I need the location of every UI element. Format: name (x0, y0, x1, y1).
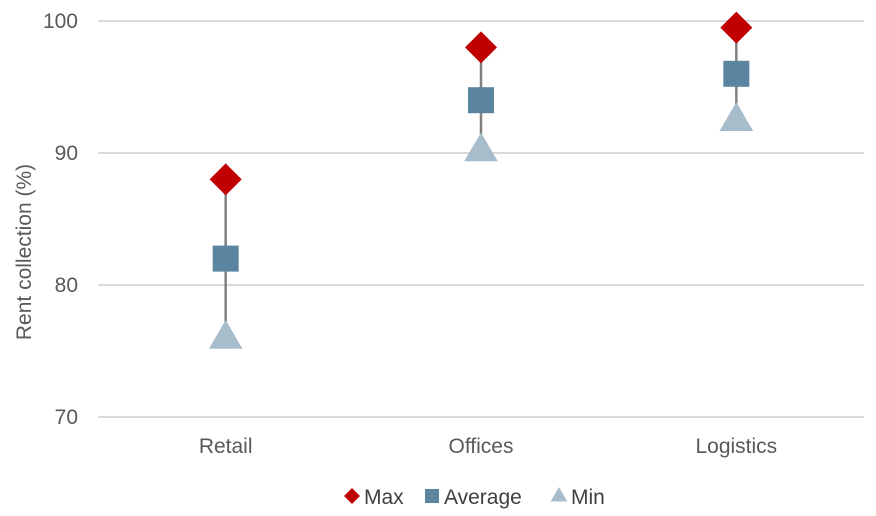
y-axis-title: Rent collection (%) (13, 164, 36, 340)
y-axis-ticks: 70 80 90 100 (43, 10, 78, 429)
min-point (464, 132, 498, 162)
legend-label: Max (364, 486, 404, 509)
y-tick-label: 100 (43, 10, 78, 33)
max-point (720, 11, 753, 44)
average-point (723, 60, 750, 87)
legend-average-icon (425, 489, 439, 503)
x-axis-ticks: Retail Offices Logistics (199, 435, 777, 458)
x-tick-label: Offices (449, 435, 514, 458)
y-tick-label: 80 (55, 274, 78, 297)
x-tick-label: Retail (199, 435, 253, 458)
legend-label: Average (444, 486, 522, 509)
x-tick-label: Logistics (695, 435, 777, 458)
legend-label: Min (571, 486, 605, 509)
y-tick-label: 70 (55, 406, 78, 429)
average-point (468, 87, 494, 114)
average-point (212, 245, 239, 272)
range-lines (224, 27, 738, 338)
legend: Max Average Min (344, 486, 605, 509)
min-point (208, 319, 243, 349)
max-point (209, 163, 242, 196)
legend-max-icon (344, 488, 360, 504)
data-markers (208, 11, 754, 349)
legend-min-icon (550, 487, 568, 502)
min-point (719, 102, 754, 131)
y-tick-label: 90 (55, 142, 78, 165)
max-point (465, 31, 497, 64)
